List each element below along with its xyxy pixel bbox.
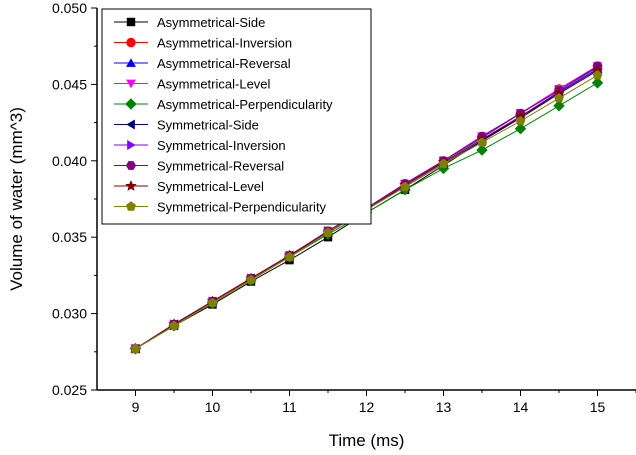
data-point bbox=[477, 137, 487, 147]
legend-item: Asymmetrical-Inversion bbox=[114, 36, 292, 51]
plot-area: 9 10 11 12 13 14 15 0.025 0.030 0.035 0.040 0.045 0.… bbox=[52, 0, 636, 415]
x-tick-label: 13 bbox=[436, 399, 452, 415]
legend-marker bbox=[126, 37, 136, 48]
legend-label: Symmetrical-Reversal bbox=[157, 159, 284, 174]
data-point bbox=[130, 343, 141, 353]
legend-marker bbox=[127, 140, 136, 150]
legend-marker bbox=[126, 119, 135, 130]
data-point bbox=[169, 320, 179, 331]
legend-marker bbox=[125, 180, 137, 191]
data-point bbox=[514, 123, 527, 135]
legend-label: Asymmetrical-Reversal bbox=[157, 56, 291, 71]
x-tick-label: 15 bbox=[590, 399, 606, 415]
legend-marker bbox=[126, 58, 136, 67]
data-point bbox=[515, 115, 526, 126]
legend-label: Symmetrical-Inversion bbox=[157, 138, 286, 153]
data-point bbox=[437, 162, 450, 175]
x-tick-label: 12 bbox=[359, 399, 375, 415]
data-point bbox=[438, 158, 449, 169]
y-tick-label: 0.035 bbox=[52, 229, 87, 245]
legend-label: Symmetrical-Perpendicularity bbox=[157, 200, 327, 215]
data-point bbox=[592, 70, 603, 80]
data-point bbox=[554, 92, 564, 103]
legend-label: Symmetrical-Level bbox=[157, 179, 264, 194]
data-point bbox=[323, 227, 333, 237]
legend-label: Asymmetrical-Perpendicularity bbox=[157, 97, 333, 112]
legend-item: Asymmetrical-Reversal bbox=[114, 56, 291, 71]
y-tick-label: 0.030 bbox=[52, 306, 87, 322]
legend-box bbox=[101, 8, 372, 225]
data-point bbox=[476, 144, 488, 156]
data-point bbox=[591, 77, 604, 89]
y-tick-label: 0.045 bbox=[52, 76, 87, 92]
legend-marker bbox=[125, 98, 137, 110]
x-tick-label: 9 bbox=[132, 399, 140, 415]
data-point bbox=[246, 274, 256, 285]
legend: Asymmetrical-Side Asymmetrical-Inversion A… bbox=[101, 8, 372, 225]
x-tick-label: 10 bbox=[205, 399, 221, 415]
data-point bbox=[207, 297, 218, 308]
legend-item: Symmetrical-Reversal bbox=[114, 159, 284, 174]
legend-marker bbox=[126, 161, 136, 170]
legend-marker bbox=[126, 17, 136, 27]
y-tick-label: 0.040 bbox=[52, 153, 87, 169]
data-point bbox=[553, 100, 565, 112]
y-tick-label: 0.025 bbox=[52, 382, 87, 398]
x-tick-label: 11 bbox=[282, 399, 297, 415]
x-tick-label: 14 bbox=[513, 399, 529, 415]
legend-marker bbox=[126, 79, 136, 89]
legend-item: Symmetrical-Level bbox=[114, 179, 264, 194]
legend-label: Asymmetrical-Side bbox=[157, 15, 265, 30]
legend-item: Symmetrical-Side bbox=[114, 118, 259, 133]
data-point bbox=[284, 251, 295, 262]
legend-label: Asymmetrical-Level bbox=[157, 77, 271, 92]
legend-item: Symmetrical-Perpendicularity bbox=[114, 200, 327, 215]
legend-marker bbox=[126, 201, 136, 211]
y-tick-label: 0.050 bbox=[52, 0, 87, 16]
legend-item: Symmetrical-Inversion bbox=[114, 138, 286, 153]
legend-label: Asymmetrical-Inversion bbox=[157, 36, 292, 51]
x-axis-title: Time (ms) bbox=[329, 431, 405, 450]
legend-item: Asymmetrical-Level bbox=[114, 77, 271, 92]
legend-label: Symmetrical-Side bbox=[157, 118, 259, 133]
data-point bbox=[400, 181, 410, 191]
y-axis-title: Volume of water (mm^3) bbox=[7, 107, 26, 291]
legend-item: Asymmetrical-Perpendicularity bbox=[114, 97, 333, 112]
legend-item: Asymmetrical-Side bbox=[114, 15, 265, 30]
